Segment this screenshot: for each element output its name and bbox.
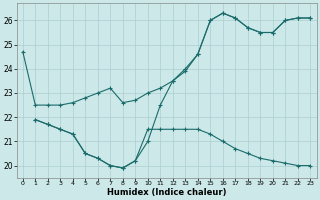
X-axis label: Humidex (Indice chaleur): Humidex (Indice chaleur) (107, 188, 226, 197)
